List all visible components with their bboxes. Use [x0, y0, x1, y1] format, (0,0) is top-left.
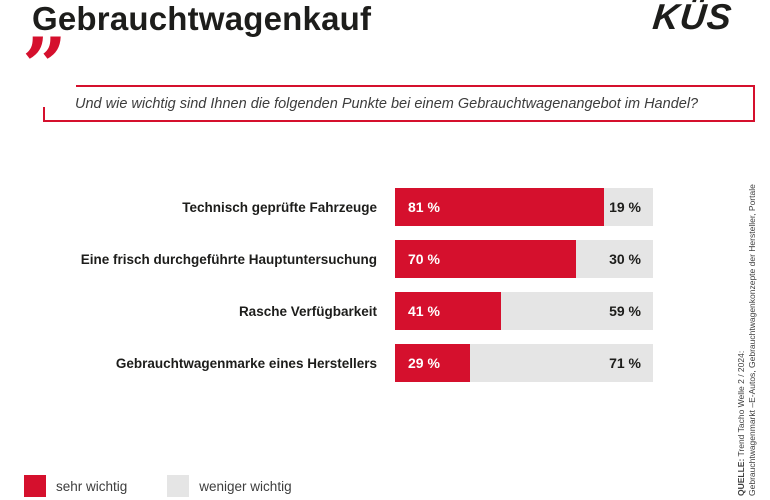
kus-logo: KÜS [650, 0, 735, 37]
bar-segment-weniger-wichtig: 30 % [575, 240, 653, 278]
bar-segment-weniger-wichtig: 19 % [603, 188, 653, 226]
chart-row: Rasche Verfügbarkeit 41 % 59 % [0, 292, 770, 330]
chart-rows: Technisch geprüfte Fahrzeuge 81 % 19 % Eine… [0, 188, 770, 396]
legend-label: weniger wichtig [199, 478, 292, 494]
source-line-2: Gebrauchtwagenmarkt –E-Autos, Gebrauchtw… [747, 184, 757, 496]
bar-segment-sehr-wichtig: 81 % [395, 188, 604, 226]
chart-row: Gebrauchtwagenmarke eines Herstellers 29 … [0, 344, 770, 382]
page-title: Gebrauchtwagenkauf [32, 0, 372, 37]
source-note: QUELLE: Trend Tacho Welle 2 / 2024: Gebr… [736, 184, 758, 496]
category-label: Rasche Verfügbarkeit [238, 303, 377, 319]
source-label: QUELLE: [736, 458, 746, 496]
bar-segment-sehr-wichtig: 41 % [395, 292, 501, 330]
bar-track: 29 % 71 % [395, 344, 653, 382]
bar-track: 41 % 59 % [395, 292, 653, 330]
question-box-border-right [753, 85, 755, 122]
question-box: Und wie wichtig sind Ihnen die folgenden… [43, 85, 755, 122]
legend-item-sehr-wichtig: sehr wichtig [24, 475, 127, 497]
bar-segment-sehr-wichtig: 29 % [395, 344, 470, 382]
question-box-border-top [76, 85, 755, 87]
source-line-1: QUELLE: Trend Tacho Welle 2 / 2024: [736, 350, 746, 496]
bar-segment-sehr-wichtig: 70 % [395, 240, 576, 278]
bar-track: 81 % 19 % [395, 188, 653, 226]
legend-label: sehr wichtig [56, 478, 128, 494]
legend-item-weniger-wichtig: weniger wichtig [167, 475, 292, 497]
category-label: Gebrauchtwagenmarke eines Herstellers [115, 355, 377, 371]
category-label: Eine frisch durchgeführte Hauptuntersuch… [80, 251, 377, 267]
chart-row: Eine frisch durchgeführte Hauptuntersuch… [0, 240, 770, 278]
legend-swatch-gray [167, 475, 190, 497]
question-box-border-left [43, 107, 45, 122]
chart-legend: sehr wichtig weniger wichtig [24, 475, 332, 497]
quote-icon: ” [22, 21, 67, 112]
question-text: Und wie wichtig sind Ihnen die folgenden… [75, 95, 699, 112]
question-box-border-bottom [43, 120, 755, 122]
legend-swatch-red [24, 475, 46, 497]
bar-segment-weniger-wichtig: 59 % [500, 292, 653, 330]
bar-track: 70 % 30 % [395, 240, 653, 278]
bar-segment-weniger-wichtig: 71 % [469, 344, 653, 382]
chart-row: Technisch geprüfte Fahrzeuge 81 % 19 % [0, 188, 770, 226]
category-label: Technisch geprüfte Fahrzeuge [182, 199, 377, 215]
